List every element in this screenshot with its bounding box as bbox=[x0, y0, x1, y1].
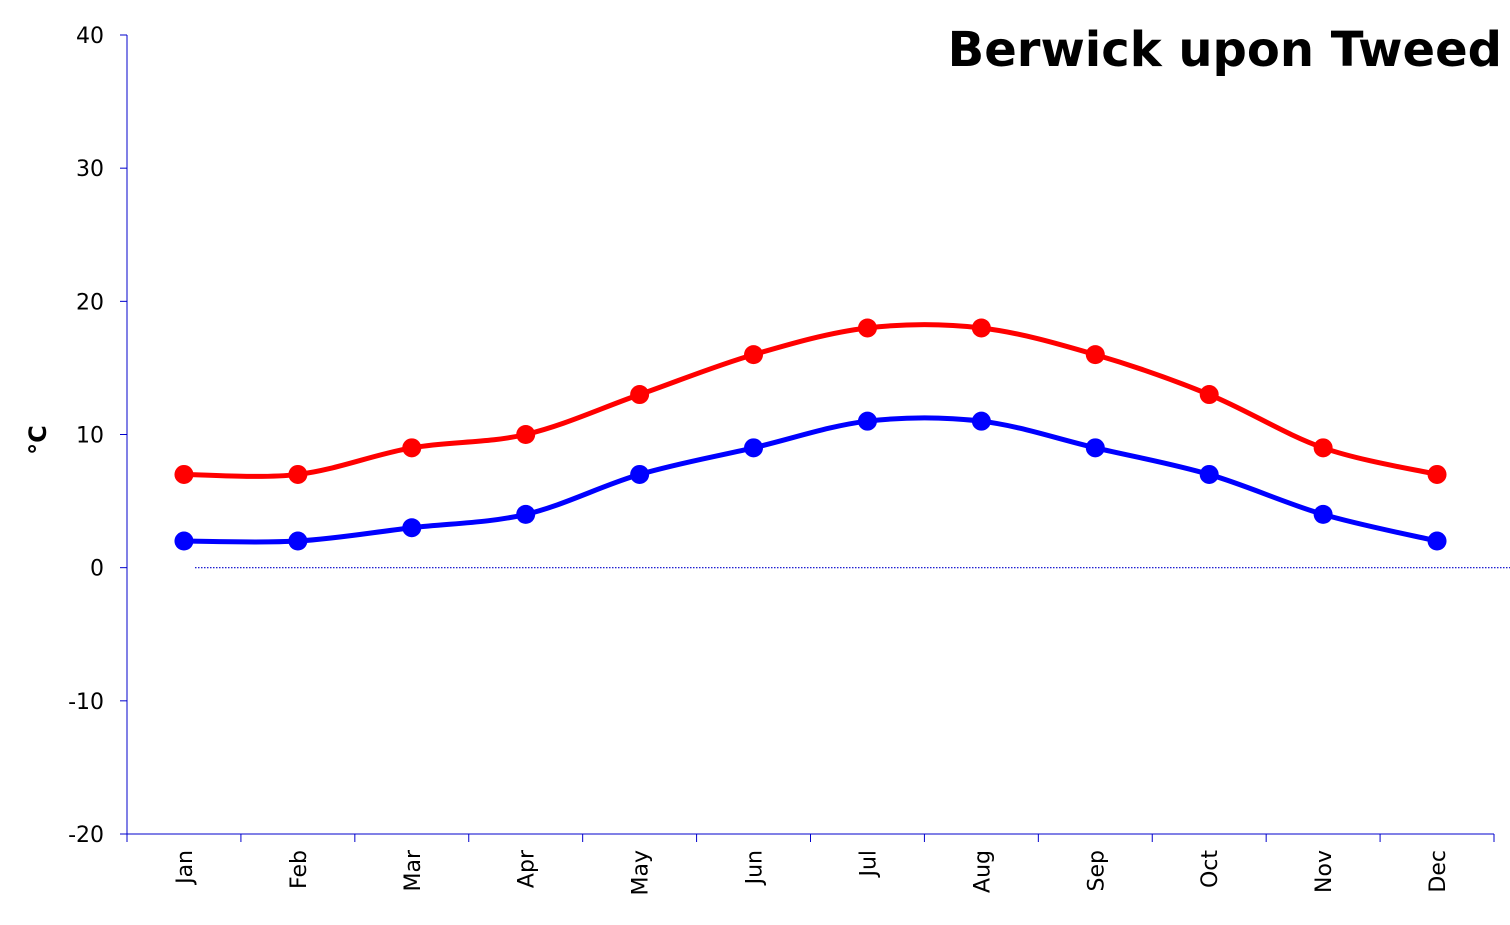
x-tick-label: Apr bbox=[515, 849, 540, 888]
data-point bbox=[857, 318, 877, 338]
x-tick-label: Feb bbox=[287, 850, 312, 889]
data-point bbox=[288, 531, 308, 551]
data-point bbox=[1313, 504, 1333, 524]
data-point bbox=[1427, 531, 1447, 551]
data-point bbox=[402, 518, 422, 538]
series-line-min bbox=[183, 415, 1438, 545]
data-point bbox=[1085, 438, 1105, 458]
data-point bbox=[1427, 464, 1447, 484]
data-point bbox=[630, 385, 650, 405]
chart-title: Berwick upon Tweed bbox=[948, 22, 1502, 78]
data-point bbox=[402, 438, 422, 458]
data-point bbox=[744, 438, 764, 458]
data-point bbox=[971, 411, 991, 431]
x-tick-label: Jun bbox=[743, 850, 768, 886]
x-tick-label: Sep bbox=[1084, 850, 1109, 891]
y-tick-label: 30 bbox=[76, 157, 104, 182]
data-point bbox=[971, 318, 991, 338]
data-point bbox=[174, 531, 194, 551]
data-point bbox=[288, 464, 308, 484]
data-point bbox=[744, 345, 764, 365]
x-tick-label: May bbox=[629, 850, 654, 895]
x-tick-label: Aug bbox=[970, 850, 995, 893]
x-tick-label: Dec bbox=[1426, 850, 1451, 893]
y-tick-label: -20 bbox=[68, 823, 104, 848]
data-point bbox=[1199, 385, 1219, 405]
data-point bbox=[1199, 464, 1219, 484]
data-point bbox=[857, 411, 877, 431]
x-tick-label: Nov bbox=[1312, 850, 1337, 893]
data-point bbox=[516, 504, 536, 524]
data-point bbox=[1313, 438, 1333, 458]
data-point bbox=[1085, 345, 1105, 365]
series-line-max bbox=[183, 322, 1438, 479]
data-point bbox=[516, 425, 536, 444]
x-tick-label: Oct bbox=[1198, 850, 1223, 888]
data-point bbox=[174, 464, 194, 484]
data-point bbox=[630, 464, 650, 484]
y-tick-label: 10 bbox=[76, 424, 104, 449]
x-tick-label: Mar bbox=[401, 849, 426, 891]
x-tick-label: Jul bbox=[856, 850, 881, 879]
x-tick-label: Jan bbox=[173, 850, 198, 886]
y-tick-label: -10 bbox=[68, 690, 104, 715]
y-tick-label: 0 bbox=[90, 557, 104, 582]
y-tick-label: 20 bbox=[76, 290, 104, 315]
y-tick-label: 40 bbox=[76, 24, 104, 49]
y-axis-label: °C bbox=[24, 425, 52, 455]
